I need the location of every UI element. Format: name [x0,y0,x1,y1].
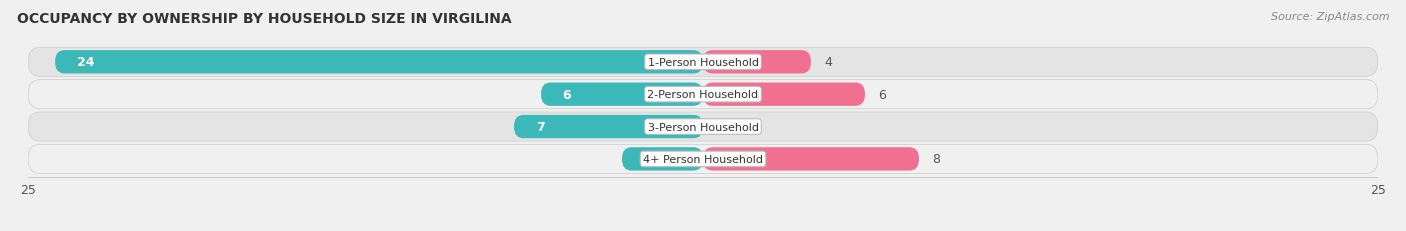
Text: 3: 3 [644,153,652,166]
FancyBboxPatch shape [55,51,703,74]
Text: 4: 4 [824,56,832,69]
Text: 2-Person Household: 2-Person Household [647,90,759,100]
Text: 0: 0 [717,121,724,134]
Text: Source: ZipAtlas.com: Source: ZipAtlas.com [1271,12,1389,21]
FancyBboxPatch shape [703,148,920,171]
Text: 7: 7 [536,121,544,134]
Text: 3-Person Household: 3-Person Household [648,122,758,132]
Text: 8: 8 [932,153,941,166]
FancyBboxPatch shape [703,51,811,74]
FancyBboxPatch shape [28,48,1378,77]
FancyBboxPatch shape [703,83,865,106]
FancyBboxPatch shape [541,83,703,106]
FancyBboxPatch shape [28,112,1378,142]
FancyBboxPatch shape [515,116,703,139]
Text: 6: 6 [562,88,571,101]
FancyBboxPatch shape [621,148,703,171]
Text: 24: 24 [77,56,94,69]
Text: 6: 6 [879,88,886,101]
FancyBboxPatch shape [28,145,1378,174]
Text: 1-Person Household: 1-Person Household [648,58,758,67]
Text: OCCUPANCY BY OWNERSHIP BY HOUSEHOLD SIZE IN VIRGILINA: OCCUPANCY BY OWNERSHIP BY HOUSEHOLD SIZE… [17,12,512,25]
FancyBboxPatch shape [28,80,1378,109]
Text: 4+ Person Household: 4+ Person Household [643,154,763,164]
